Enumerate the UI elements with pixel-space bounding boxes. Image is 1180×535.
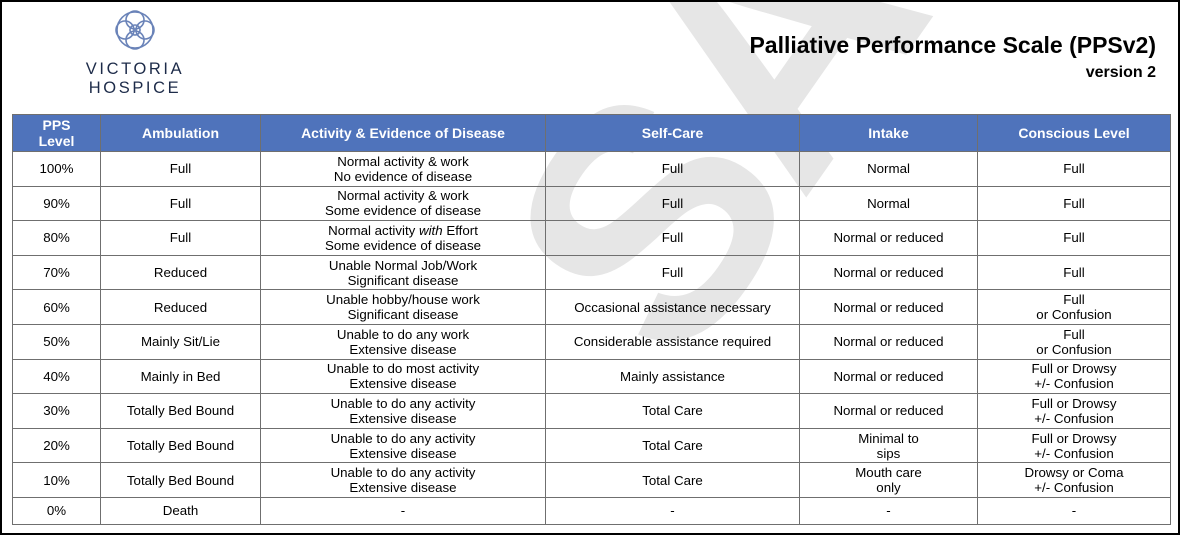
cell-self-care: Occasional assistance necessary (545, 289, 800, 325)
cell-conscious: Full (977, 151, 1171, 187)
cell-activity: Normal activity with Effort Some evidence… (260, 220, 546, 256)
table-row: 50% Mainly Sit/Lie Unable to do any work… (12, 323, 1171, 360)
cell-intake: Normal or reduced (799, 323, 978, 360)
table-row: 30% Totally Bed Bound Unable to do any a… (12, 393, 1171, 429)
cell-intake: Normal or reduced (799, 289, 978, 325)
table-row: 60% Reduced Unable hobby/house work Signi… (12, 289, 1171, 325)
header-pps-level: PPS Level (12, 114, 101, 152)
cell-level: 50% (12, 323, 101, 360)
cell-ambulation: Full (100, 151, 261, 187)
cell-ambulation: Reduced (100, 289, 261, 325)
cell-conscious: Full or Confusion (977, 289, 1171, 325)
cell-ambulation: Death (100, 496, 261, 525)
cell-activity: - (260, 496, 546, 525)
cell-conscious: Drowsy or Coma +/- Confusion (977, 462, 1171, 498)
cell-self-care: Total Care (545, 462, 800, 498)
cell-level: 40% (12, 358, 101, 395)
cell-level: 0% (12, 496, 101, 525)
cell-level: 60% (12, 289, 101, 325)
cell-self-care: Mainly assistance (545, 358, 800, 395)
table-row: 90% Full Normal activity & work Some evid… (12, 185, 1171, 222)
table-row: 0% Death - - - - (12, 496, 1171, 525)
cell-level: 90% (12, 185, 101, 222)
cell-ambulation: Reduced (100, 254, 261, 291)
knot-logo-icon (115, 10, 155, 50)
cell-ambulation: Totally Bed Bound (100, 393, 261, 429)
cell-activity: Unable to do any activity Extensive disea… (260, 462, 546, 498)
pps-table: PPS Level Ambulation Activity & Evidence… (12, 114, 1171, 525)
cell-self-care: Total Care (545, 393, 800, 429)
cell-conscious: Full (977, 185, 1171, 222)
cell-intake: Normal (799, 151, 978, 187)
cell-intake: Normal or reduced (799, 358, 978, 395)
cell-self-care: Total Care (545, 427, 800, 464)
page-subtitle: version 2 (1085, 64, 1156, 81)
cell-activity: Unable to do any activity Extensive disea… (260, 393, 546, 429)
cell-ambulation: Mainly in Bed (100, 358, 261, 395)
cell-level: 20% (12, 427, 101, 464)
page-title: Palliative Performance Scale (PPSv2) (749, 32, 1156, 58)
cell-intake: Normal or reduced (799, 393, 978, 429)
table-row: 20% Totally Bed Bound Unable to do any a… (12, 427, 1171, 464)
cell-conscious: Full or Drowsy +/- Confusion (977, 358, 1171, 395)
cell-self-care: Considerable assistance required (545, 323, 800, 360)
cell-conscious: Full (977, 254, 1171, 291)
cell-activity: Unable to do any work Extensive disease (260, 323, 546, 360)
victoria-hospice-logo: VICTORIA HOSPICE (72, 8, 198, 98)
cell-conscious: Full or Drowsy +/- Confusion (977, 393, 1171, 429)
cell-level: 70% (12, 254, 101, 291)
cell-level: 10% (12, 462, 101, 498)
cell-level: 80% (12, 220, 101, 256)
logo-name-line2: HOSPICE (88, 79, 182, 97)
cell-activity: Unable to do any activity Extensive disea… (260, 427, 546, 464)
cell-ambulation: Full (100, 185, 261, 222)
cell-self-care: Full (545, 254, 800, 291)
cell-ambulation: Totally Bed Bound (100, 462, 261, 498)
cell-conscious: Full or Drowsy +/- Confusion (977, 427, 1171, 464)
table-row: 40% Mainly in Bed Unable to do most acti… (12, 358, 1171, 395)
cell-intake: Normal or reduced (799, 220, 978, 256)
cell-intake: Normal or reduced (799, 254, 978, 291)
table-row: 80% Full Normal activity with Effort Some… (12, 220, 1171, 256)
cell-ambulation: Mainly Sit/Lie (100, 323, 261, 360)
cell-activity: Unable to do most activity Extensive dise… (260, 358, 546, 395)
header-activity: Activity & Evidence of Disease (260, 114, 546, 152)
header-ambulation: Ambulation (100, 114, 261, 152)
table-row: 100% Full Normal activity & work No evide… (12, 151, 1171, 187)
table-row: 70% Reduced Unable Normal Job/Work Signif… (12, 254, 1171, 291)
cell-conscious: - (977, 496, 1171, 525)
cell-intake: Normal (799, 185, 978, 222)
cell-self-care: - (545, 496, 800, 525)
cell-activity: Normal activity & work No evidence of dis… (260, 151, 546, 187)
cell-ambulation: Totally Bed Bound (100, 427, 261, 464)
cell-activity: Unable Normal Job/Work Significant diseas… (260, 254, 546, 291)
cell-activity: Unable hobby/house work Significant disea… (260, 289, 546, 325)
header-intake: Intake (799, 114, 978, 152)
cell-intake: Mouth care only (799, 462, 978, 498)
logo-name-line1: VICTORIA (85, 60, 185, 78)
cell-conscious: Full (977, 220, 1171, 256)
cell-intake: - (799, 496, 978, 525)
cell-intake: Minimal to sips (799, 427, 978, 464)
cell-self-care: Full (545, 151, 800, 187)
cell-conscious: Full or Confusion (977, 323, 1171, 360)
cell-level: 30% (12, 393, 101, 429)
header-self-care: Self-Care (545, 114, 800, 152)
cell-self-care: Full (545, 220, 800, 256)
header-conscious-level: Conscious Level (977, 114, 1171, 152)
cell-ambulation: Full (100, 220, 261, 256)
cell-activity: Normal activity & work Some evidence of d… (260, 185, 546, 222)
table-row: 10% Totally Bed Bound Unable to do any a… (12, 462, 1171, 498)
cell-level: 100% (12, 151, 101, 187)
table-header-row: PPS Level Ambulation Activity & Evidence… (12, 114, 1171, 152)
cell-self-care: Full (545, 185, 800, 222)
